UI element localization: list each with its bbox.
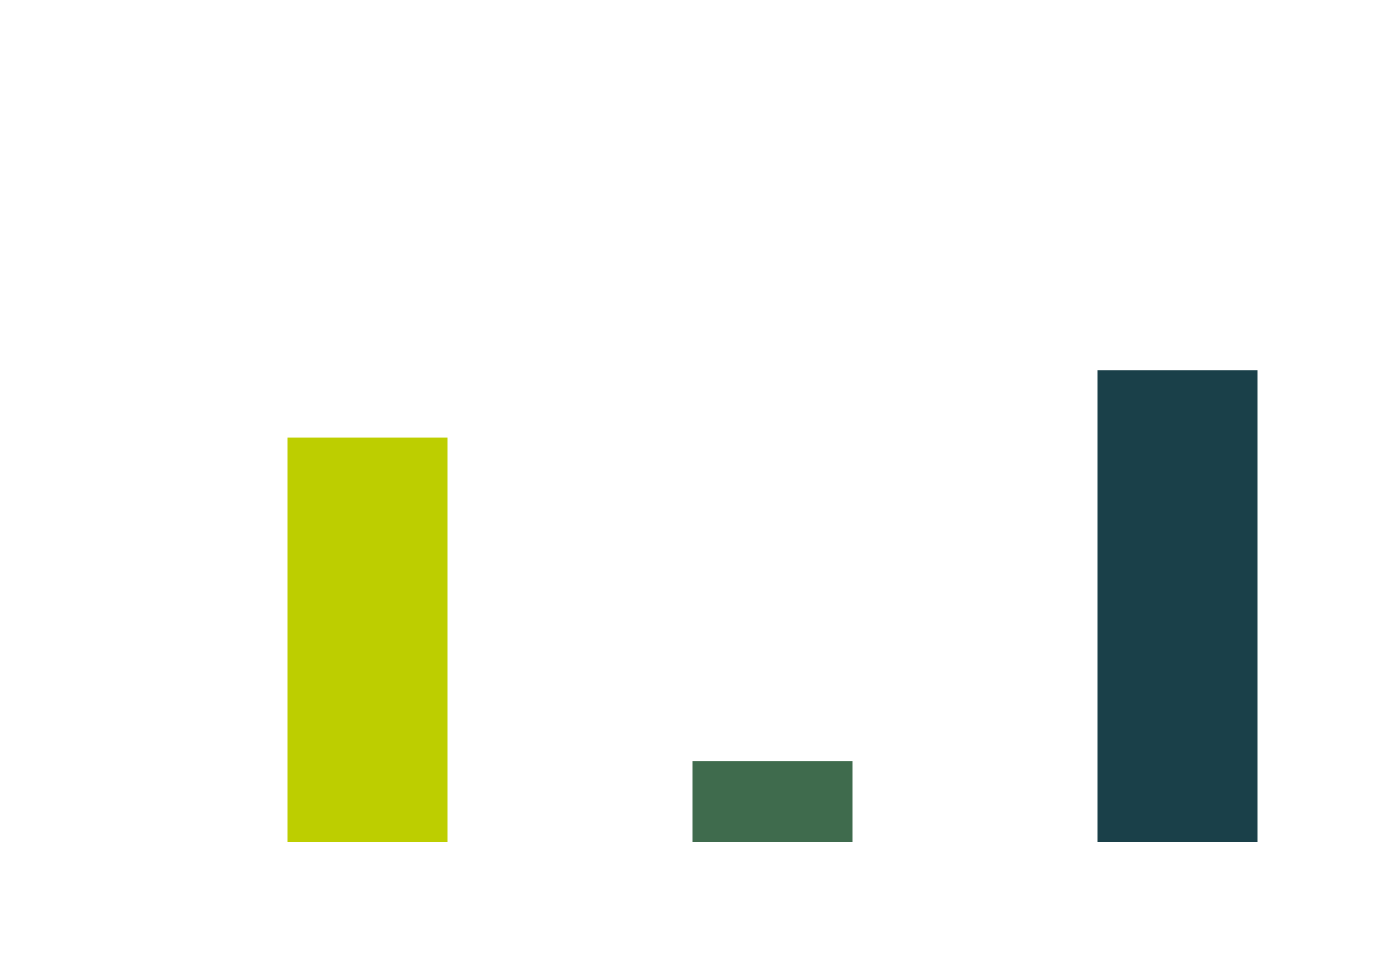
bar-2 xyxy=(692,761,853,842)
bar-3 xyxy=(1097,370,1258,842)
bars-group xyxy=(287,370,1258,842)
bar-1 xyxy=(287,437,448,842)
